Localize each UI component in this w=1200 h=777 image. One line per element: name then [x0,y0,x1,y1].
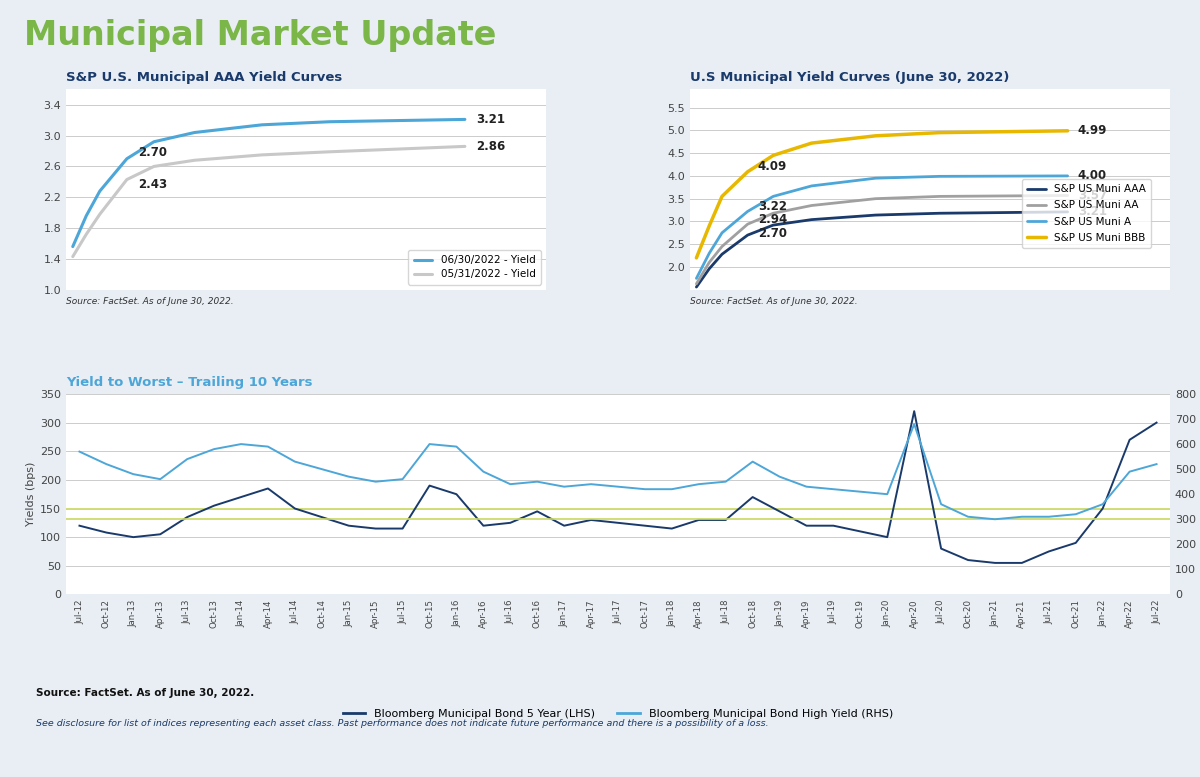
05/31/2022 - Yield [457,141,472,151]
S&P US Muni AA [715,242,730,251]
06/30/2022 - Yield [120,154,134,163]
S&P US Muni A [932,172,947,181]
Text: 4.09: 4.09 [758,160,787,173]
Text: Municipal Market Update: Municipal Market Update [24,19,497,52]
S&P US Muni BBB [702,221,716,231]
S&P US Muni AA [689,279,703,288]
S&P US Muni BBB [740,167,755,176]
Y-axis label: Yields (bps): Yields (bps) [26,462,36,526]
S&P US Muni A [689,274,703,283]
S&P US Muni AA [932,192,947,201]
S&P US Muni AA [1061,191,1075,200]
S&P US Muni A [804,181,818,190]
Legend: 06/30/2022 - Yield, 05/31/2022 - Yield: 06/30/2022 - Yield, 05/31/2022 - Yield [408,250,541,284]
Line: S&P US Muni A: S&P US Muni A [696,176,1068,278]
Text: 2.70: 2.70 [758,228,787,240]
06/30/2022 - Yield [323,117,337,127]
Text: 3.21: 3.21 [1078,205,1106,218]
S&P US Muni A [766,192,780,201]
S&P US Muni AA [702,258,716,267]
S&P US Muni AA [766,208,780,218]
S&P US Muni AAA [869,211,883,220]
Text: Source: FactSet. As of June 30, 2022.: Source: FactSet. As of June 30, 2022. [36,688,254,698]
06/30/2022 - Yield [146,137,161,146]
06/30/2022 - Yield [187,128,202,138]
S&P US Muni BBB [804,138,818,148]
Line: 06/30/2022 - Yield: 06/30/2022 - Yield [73,120,464,246]
S&P US Muni AAA [740,231,755,240]
Text: 4.99: 4.99 [1078,124,1108,138]
S&P US Muni BBB [869,131,883,141]
05/31/2022 - Yield [323,147,337,156]
06/30/2022 - Yield [254,120,269,130]
S&P US Muni AAA [1061,207,1075,217]
Text: 2.86: 2.86 [475,140,505,153]
Text: S&P U.S. Municipal AAA Yield Curves: S&P U.S. Municipal AAA Yield Curves [66,71,342,84]
05/31/2022 - Yield [79,230,94,239]
S&P US Muni BBB [932,128,947,138]
S&P US Muni AA [869,194,883,204]
S&P US Muni BBB [1061,126,1075,135]
05/31/2022 - Yield [187,155,202,165]
Text: 2.43: 2.43 [138,178,167,191]
05/31/2022 - Yield [146,162,161,171]
S&P US Muni A [869,173,883,183]
S&P US Muni AAA [689,282,703,291]
S&P US Muni BBB [715,192,730,201]
S&P US Muni A [1061,171,1075,180]
06/30/2022 - Yield [66,242,80,251]
06/30/2022 - Yield [92,186,107,196]
Text: 4.00: 4.00 [1078,169,1106,183]
Text: See disclosure for list of indices representing each asset class. Past performan: See disclosure for list of indices repre… [36,719,769,728]
Text: Source: FactSet. As of June 30, 2022.: Source: FactSet. As of June 30, 2022. [66,297,234,306]
Text: 3.22: 3.22 [758,200,787,213]
Text: U.S Municipal Yield Curves (June 30, 2022): U.S Municipal Yield Curves (June 30, 202… [690,71,1009,84]
05/31/2022 - Yield [254,150,269,159]
S&P US Muni AA [740,220,755,229]
Legend: S&P US Muni AAA, S&P US Muni AA, S&P US Muni A, S&P US Muni BBB: S&P US Muni AAA, S&P US Muni AA, S&P US … [1021,179,1151,248]
Text: Yield to Worst – Trailing 10 Years: Yield to Worst – Trailing 10 Years [66,375,312,388]
05/31/2022 - Yield [92,210,107,219]
06/30/2022 - Yield [457,115,472,124]
S&P US Muni A [702,249,716,258]
S&P US Muni AAA [804,215,818,225]
Line: 05/31/2022 - Yield: 05/31/2022 - Yield [73,146,464,256]
Line: S&P US Muni AAA: S&P US Muni AAA [696,212,1068,287]
Text: 3.21: 3.21 [475,113,505,126]
S&P US Muni A [715,228,730,238]
S&P US Muni AAA [715,249,730,259]
Line: S&P US Muni BBB: S&P US Muni BBB [696,131,1068,258]
S&P US Muni AAA [766,221,780,230]
S&P US Muni AAA [702,264,716,274]
Line: S&P US Muni AA: S&P US Muni AA [696,196,1068,284]
Text: 3.57: 3.57 [1078,189,1106,202]
05/31/2022 - Yield [66,252,80,261]
06/30/2022 - Yield [79,211,94,221]
S&P US Muni AA [804,200,818,210]
S&P US Muni A [740,207,755,216]
Text: 2.94: 2.94 [758,213,787,226]
S&P US Muni BBB [766,151,780,160]
05/31/2022 - Yield [120,175,134,184]
S&P US Muni AAA [932,208,947,218]
Legend: Bloomberg Municipal Bond 5 Year (LHS), Bloomberg Municipal Bond High Yield (RHS): Bloomberg Municipal Bond 5 Year (LHS), B… [338,704,898,723]
Text: 2.70: 2.70 [138,146,167,159]
Text: Source: FactSet. As of June 30, 2022.: Source: FactSet. As of June 30, 2022. [690,297,858,306]
S&P US Muni BBB [689,253,703,263]
